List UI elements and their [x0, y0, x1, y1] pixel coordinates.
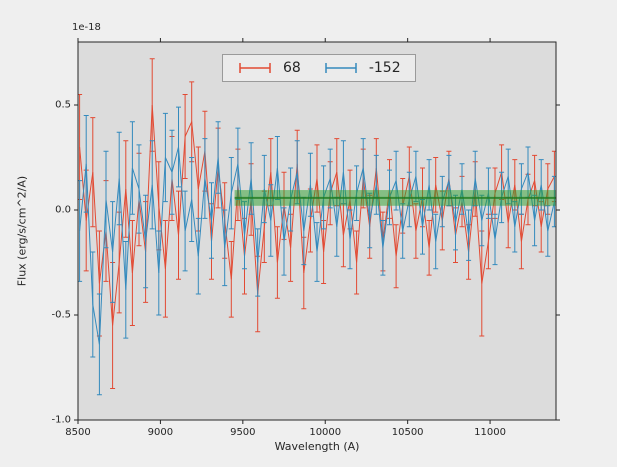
errorbar-glyph-red: [239, 63, 271, 73]
legend-entry-red: 68: [237, 60, 301, 76]
x-axis-label: Wavelength (A): [274, 440, 360, 453]
y-axis-offset-label: 1e-18: [72, 22, 101, 33]
y-axis-label: Flux (erg/s/cm^2/A): [15, 175, 29, 287]
legend-label-blue: -152: [368, 60, 401, 76]
legend-label-red: 68: [283, 60, 301, 76]
legend-entry-blue: -152: [323, 60, 401, 76]
errorbar-glyph-blue: [325, 63, 357, 73]
legend: 68 -152: [222, 54, 416, 82]
